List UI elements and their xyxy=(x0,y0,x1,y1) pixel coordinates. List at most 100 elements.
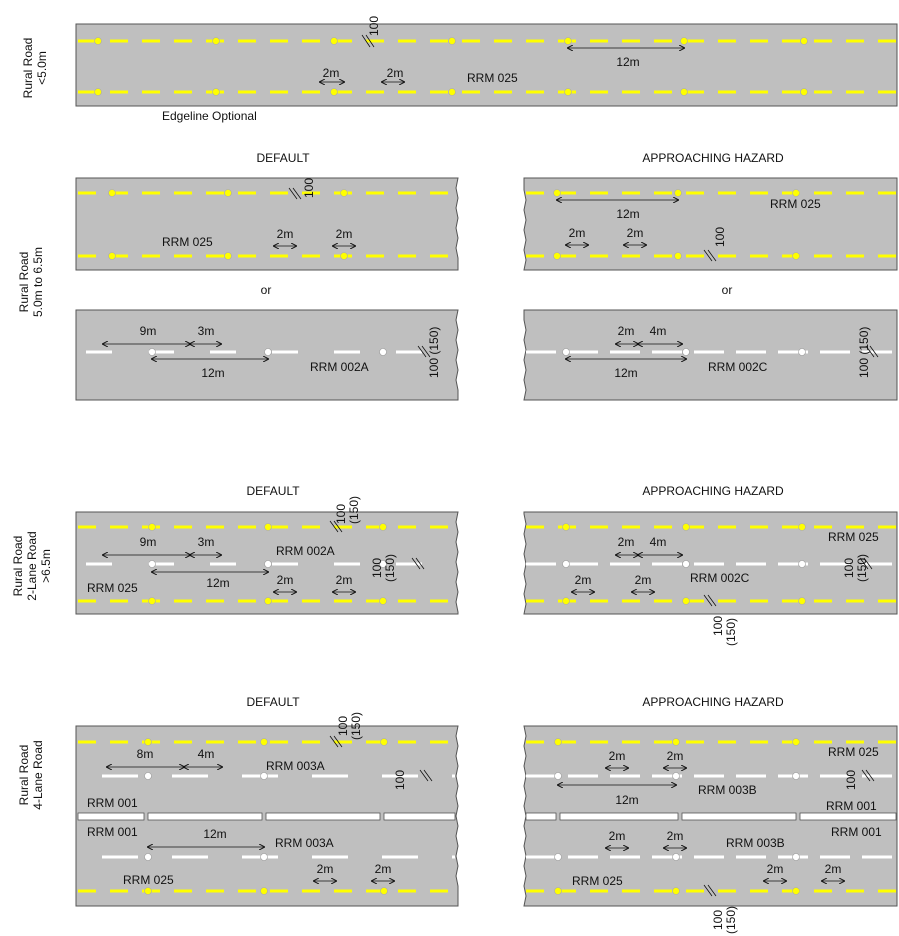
or-label-left: or xyxy=(261,283,272,297)
raised-marker xyxy=(264,597,272,605)
marking-code: RRM 003B xyxy=(698,783,757,797)
dimension-label: 4m xyxy=(650,324,667,338)
raised-marker xyxy=(798,560,806,568)
raised-marker xyxy=(798,597,806,605)
header-hazard-3: APPROACHING HAZARD xyxy=(642,695,784,709)
dimension-label: Rural Road xyxy=(11,536,25,597)
marking-code: RRM 025 xyxy=(467,71,518,85)
line-mark xyxy=(333,520,343,533)
header-default-2: DEFAULT xyxy=(246,484,300,498)
line-mark xyxy=(415,557,425,570)
raised-marker xyxy=(212,88,220,96)
dimension-label: (150) xyxy=(383,554,397,582)
dimension-label: Rural Road xyxy=(17,745,31,806)
marking-code: RRM 025 xyxy=(770,197,821,211)
marking-code: RRM 001 xyxy=(87,825,138,839)
marking-code: RRM 025 xyxy=(572,874,623,888)
raised-marker xyxy=(792,189,800,197)
panel-under-5m: 12m 2m 2m RRM 025 100 Edgeline Optional xyxy=(75,16,898,123)
panel-2-lane-default: 9m 3m 12m RRM 002A RRM 025 2m 2m 100 (15… xyxy=(75,496,459,615)
raised-marker xyxy=(554,853,562,861)
raised-marker xyxy=(260,738,268,746)
dimension-label: 4-Lane Road xyxy=(31,740,45,809)
marking-code: RRM 002A xyxy=(276,544,335,558)
raised-marker xyxy=(108,189,116,197)
line-mark xyxy=(707,249,717,262)
edgeline-optional-note: Edgeline Optional xyxy=(162,109,257,123)
road-surface xyxy=(75,23,898,107)
group xyxy=(553,189,800,260)
median-line xyxy=(525,812,557,821)
dimension-label: 12m xyxy=(616,207,639,221)
dimension-label: 12m xyxy=(615,793,638,807)
dimension-label: 2m xyxy=(618,535,635,549)
raised-marker xyxy=(379,348,387,356)
raised-marker xyxy=(792,853,800,861)
dimension-label: 3m xyxy=(198,535,215,549)
dimension-label: 2m xyxy=(667,749,684,763)
group xyxy=(144,738,388,895)
raised-marker xyxy=(144,853,152,861)
median-line xyxy=(147,812,263,821)
dimension-label: 4m xyxy=(650,535,667,549)
dimension-label: 2m xyxy=(609,829,626,843)
raised-marker xyxy=(224,252,232,260)
raised-marker xyxy=(682,348,690,356)
raised-marker xyxy=(379,523,387,531)
line-mark xyxy=(707,884,717,897)
median-line xyxy=(265,812,381,821)
marking-code: RRM 001 xyxy=(87,796,138,810)
dimension-label: (150) xyxy=(347,496,361,524)
dimension-label: 100 xyxy=(842,558,856,578)
raised-marker xyxy=(264,560,272,568)
line-mark xyxy=(865,345,875,358)
line-mark xyxy=(703,249,713,262)
raised-marker xyxy=(792,738,800,746)
raised-marker xyxy=(672,738,680,746)
line-mark xyxy=(333,735,343,748)
line-mark xyxy=(329,520,339,533)
raised-marker xyxy=(562,560,570,568)
dimension-label: Rural Road xyxy=(21,38,35,99)
group xyxy=(554,738,800,895)
row-label-2-lane: Rural Road 2-Lane Road >6.5m xyxy=(11,531,53,600)
dimension-label: 100 xyxy=(393,770,407,790)
line-mark xyxy=(863,557,873,570)
raised-marker xyxy=(448,37,456,45)
raised-marker xyxy=(792,252,800,260)
raised-marker xyxy=(148,560,156,568)
raised-marker xyxy=(144,738,152,746)
panel-5-6.5-hazard: 12m RRM 025 2m 2m 100 xyxy=(523,177,898,271)
marking-code: RRM 002A xyxy=(310,360,369,374)
group xyxy=(562,560,806,568)
raised-marker xyxy=(108,252,116,260)
panel-4-lane-default: 8m 4m RRM 003A RRM 001 RRM 001 12m RRM 0… xyxy=(75,712,459,907)
panel-2-lane-hazard: 2m 4m RRM 002C 2m 2m RRM 025 100 (150) 1… xyxy=(523,511,898,646)
raised-marker xyxy=(448,88,456,96)
road-surface xyxy=(75,177,459,271)
line-mark xyxy=(423,769,433,782)
raised-marker xyxy=(562,523,570,531)
dimension-label: 2m xyxy=(635,573,652,587)
raised-marker xyxy=(564,37,572,45)
group xyxy=(94,37,808,96)
header-hazard-1: APPROACHING HAZARD xyxy=(642,151,784,165)
raised-marker xyxy=(380,887,388,895)
dimension-label: 12m xyxy=(614,366,637,380)
raised-marker xyxy=(680,88,688,96)
raised-marker xyxy=(800,88,808,96)
raised-marker xyxy=(554,887,562,895)
raised-marker xyxy=(682,523,690,531)
panel-5-6.5-default: RRM 025 2m 2m 100 xyxy=(75,177,459,271)
group xyxy=(148,523,387,605)
raised-marker xyxy=(148,597,156,605)
median-line xyxy=(383,812,456,821)
raised-marker xyxy=(148,523,156,531)
median-line xyxy=(559,812,679,821)
dim-100-label: 100 xyxy=(367,16,381,36)
raised-marker xyxy=(672,772,680,780)
raised-marker xyxy=(330,37,338,45)
dimension-label: 100 (150) xyxy=(427,327,441,378)
dimension-label: 2m xyxy=(575,573,592,587)
group xyxy=(148,348,387,356)
